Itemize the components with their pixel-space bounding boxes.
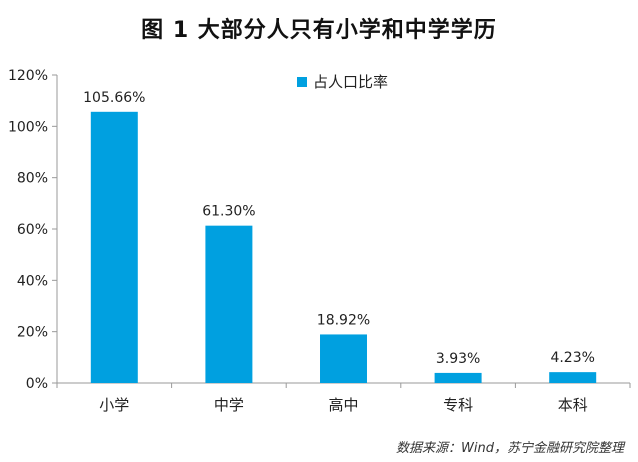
data-label: 61.30% [202, 204, 255, 220]
bar [90, 111, 138, 383]
data-label: 18.92% [317, 312, 370, 328]
y-tick-label: 100% [8, 119, 48, 135]
bar-series: 105.66% 61.30% 18.92% 3.93% 4.23% [83, 90, 597, 383]
category-label: 专科 [443, 396, 473, 414]
y-tick-label: 60% [17, 222, 48, 238]
source-note: 数据来源：Wind，苏宁金融研究院整理 [396, 441, 624, 456]
legend-swatch [297, 77, 307, 87]
legend-label: 占人口比率 [313, 73, 388, 91]
category-label: 中学 [214, 396, 244, 414]
data-label: 105.66% [83, 90, 145, 106]
y-tick-label: 80% [17, 171, 48, 187]
legend: 占人口比率 [297, 73, 388, 91]
category-label: 小学 [99, 396, 129, 414]
bar [205, 225, 253, 383]
y-tick-label: 40% [17, 273, 48, 289]
chart-title: 图 1 大部分人只有小学和中学学历 [141, 18, 497, 43]
bar [320, 334, 367, 383]
y-axis: 0% 20% 40% 60% 80% 100% 120% [8, 68, 58, 392]
y-tick-label: 0% [26, 376, 48, 392]
x-axis: 小学 中学 高中 专科 本科 [56, 382, 631, 414]
data-label: 3.93% [436, 351, 480, 367]
y-tick-label: 120% [8, 68, 48, 84]
category-label: 高中 [328, 396, 358, 414]
data-label: 4.23% [550, 350, 594, 366]
category-label: 本科 [558, 396, 588, 414]
bar [549, 372, 597, 383]
bar [434, 372, 482, 383]
y-tick-label: 20% [17, 325, 48, 341]
